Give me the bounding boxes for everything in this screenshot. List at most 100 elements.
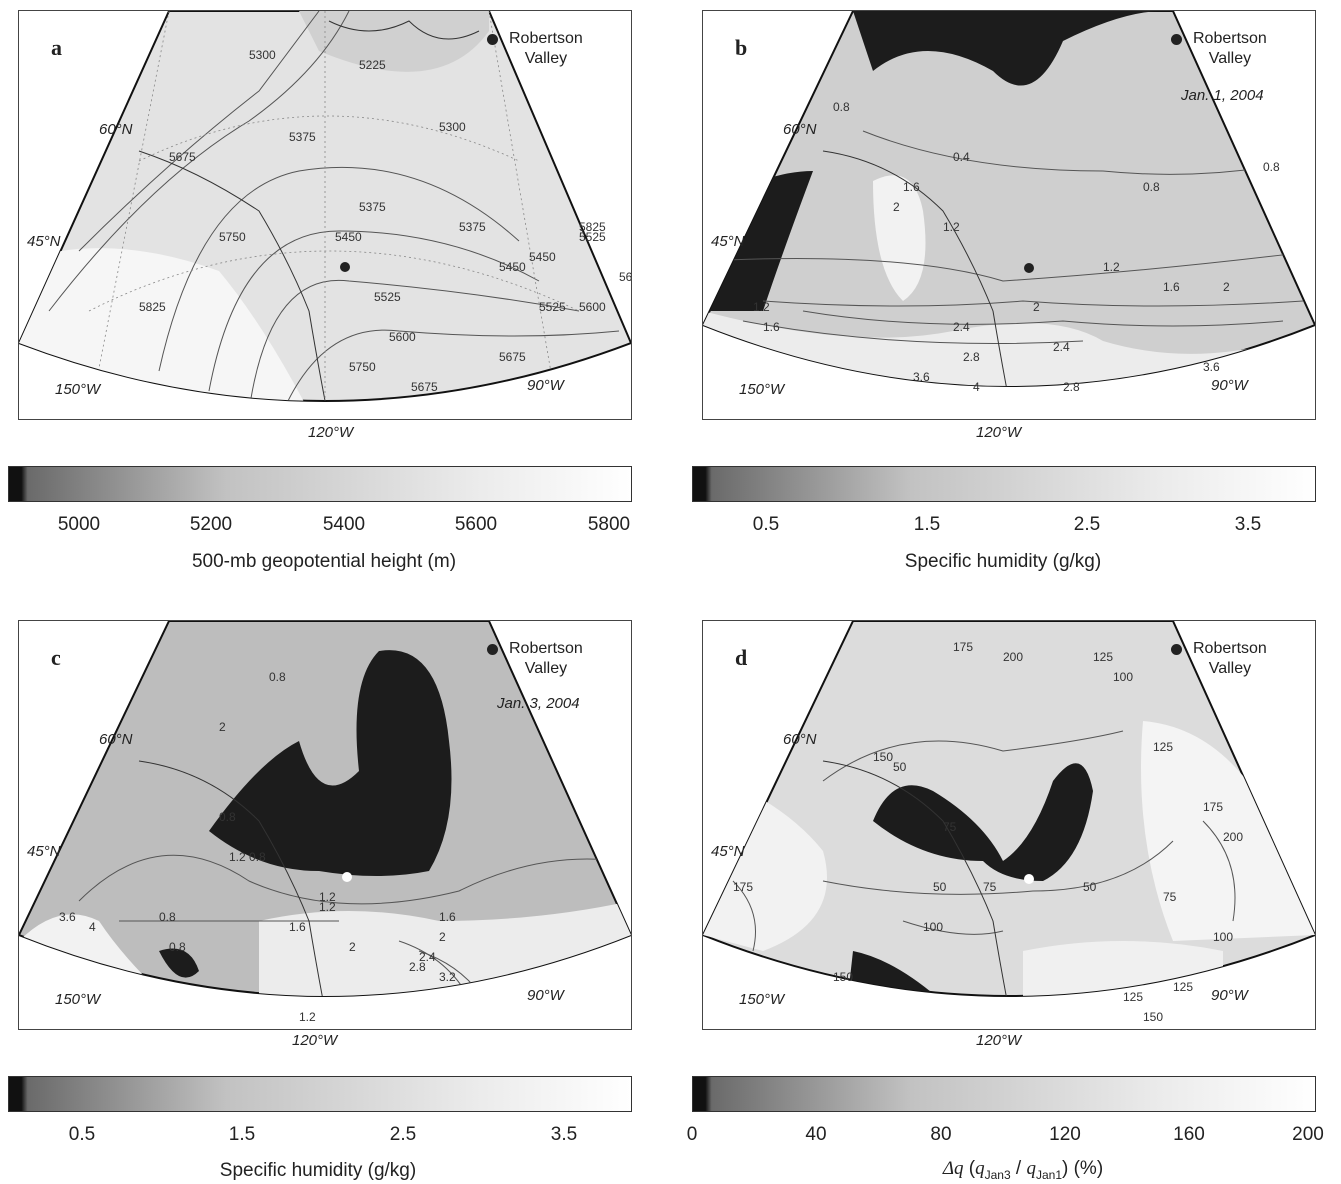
contour-label: 3.6 bbox=[1203, 360, 1220, 374]
colorbar-humidity-b bbox=[692, 466, 1316, 502]
contour-label: 125 bbox=[1123, 990, 1143, 1004]
humidity-contours bbox=[703, 130, 1315, 344]
contour-label: 5300 bbox=[439, 120, 466, 134]
contour-label: 2.4 bbox=[419, 950, 436, 964]
map-legend: Robertson Valley bbox=[1171, 29, 1267, 69]
title-symbol: Δq bbox=[942, 1158, 964, 1179]
colorbar-tick: 5600 bbox=[454, 514, 498, 535]
contour-label: 1.2 bbox=[319, 900, 336, 914]
humidity-contours bbox=[78, 854, 620, 996]
contour-label: 0.8 bbox=[159, 910, 176, 924]
map-legend: Robertson Valley bbox=[487, 29, 583, 69]
very-dry-region bbox=[159, 948, 199, 978]
map-legend: Robertson Valley bbox=[1171, 639, 1267, 679]
contour-label: 50 bbox=[893, 760, 907, 774]
legend-label-line2: Valley bbox=[1208, 660, 1252, 677]
contour-label: 5225 bbox=[359, 58, 386, 72]
lon-label-150w: 150°W bbox=[55, 381, 101, 398]
contour-label: 175 bbox=[733, 880, 753, 894]
contour-label: 125 bbox=[1153, 740, 1173, 754]
contour-label: 5450 bbox=[499, 260, 526, 274]
legend-label-line1: Robertson bbox=[1193, 640, 1267, 657]
coastlines bbox=[138, 20, 480, 401]
contour-label: 5375 bbox=[289, 130, 316, 144]
contour-label: 1.6 bbox=[763, 320, 780, 334]
contour-label: 5300 bbox=[249, 48, 276, 62]
legend-dot-icon bbox=[1171, 644, 1182, 655]
contour-label: 125 bbox=[1173, 980, 1193, 994]
colorbar-title: Δq (qJan3 / qJan1) (%) bbox=[942, 1158, 1104, 1182]
contour-label: 150 bbox=[873, 750, 893, 764]
contour-label: 3.6 bbox=[913, 370, 930, 384]
contour-label: 5750 bbox=[349, 360, 376, 374]
colorbar-tick: 5000 bbox=[57, 514, 101, 535]
contour-label: 2.4 bbox=[1053, 340, 1070, 354]
lat-label-60n: 60°N bbox=[99, 121, 133, 138]
contour-label: 100 bbox=[923, 920, 943, 934]
colorbar-tick: 120 bbox=[1049, 1124, 1081, 1145]
contour-label: 2.4 bbox=[953, 320, 970, 334]
contour-label: 5600 bbox=[579, 300, 606, 314]
contour-label: 5375 bbox=[359, 200, 386, 214]
contour-label: 150 bbox=[833, 970, 853, 984]
panel-letter: a bbox=[51, 35, 62, 60]
very-dry-region bbox=[209, 650, 452, 876]
map-legend: Robertson Valley bbox=[487, 639, 583, 679]
title-denominator: q bbox=[1026, 1158, 1036, 1179]
colorbar-tick: 160 bbox=[1173, 1124, 1205, 1145]
panel-letter: c bbox=[51, 645, 61, 670]
colorbar-tick: 2.5 bbox=[389, 1124, 417, 1145]
colorbar-title: Specific humidity (g/kg) bbox=[219, 1160, 417, 1181]
colorbar-tick: 3.5 bbox=[550, 1124, 578, 1145]
decrease-region bbox=[843, 951, 963, 996]
lat-label-60n: 60°N bbox=[99, 731, 133, 748]
contour-label: 5525 bbox=[374, 290, 401, 304]
colorbar-tick: 40 bbox=[805, 1124, 827, 1145]
coastlines bbox=[822, 760, 1014, 996]
map-panel-c: 2 0.8 0.8 1.2 0.8 1.2 1.6 2 2.4 2.8 3.2 0.8 1.2 1.6 2 1… bbox=[18, 620, 632, 1030]
robertson-valley-marker bbox=[1024, 874, 1034, 884]
contour-label: 2 bbox=[1223, 280, 1230, 294]
contour-label: 1.6 bbox=[903, 180, 920, 194]
contour-label: 5525 bbox=[539, 300, 566, 314]
panel-letter: b bbox=[735, 35, 748, 60]
contour-label: 2 bbox=[439, 930, 446, 944]
contour-label: 5675 bbox=[411, 380, 438, 394]
contour-label: 1.6 bbox=[1163, 280, 1180, 294]
map-panel-a: 5225 5300 5375 5450 5525 5600 5675 5750 5825 5300… bbox=[18, 10, 632, 420]
contour-label: 1.2 bbox=[943, 220, 960, 234]
low-height-region bbox=[299, 11, 489, 72]
lat-label-60n: 60°N bbox=[783, 121, 817, 138]
contour-label: 1.2 bbox=[319, 890, 336, 904]
contour-label: 125 bbox=[1093, 650, 1113, 664]
legend-label-line1: Robertson bbox=[1193, 30, 1267, 47]
contour-label: 150 bbox=[1143, 1010, 1163, 1024]
decrease-region bbox=[873, 763, 1093, 881]
legend-label-line2: Valley bbox=[524, 660, 568, 677]
lon-label-120w-b: 120°W bbox=[976, 424, 1022, 441]
colorbar-tick: 200 bbox=[1292, 1124, 1324, 1145]
moist-region bbox=[703, 311, 1315, 386]
contour-label: 1.6 bbox=[289, 920, 306, 934]
robertson-valley-marker bbox=[1024, 263, 1034, 273]
legend-dot-icon bbox=[1171, 34, 1182, 45]
colorbar-tick: 0.5 bbox=[752, 514, 780, 535]
contour-label: 50 bbox=[1083, 880, 1097, 894]
lon-label-120w-c: 120°W bbox=[292, 1032, 338, 1049]
colorbar-tick: 3.5 bbox=[1234, 514, 1262, 535]
contour-label: 1.2 bbox=[229, 850, 246, 864]
contour-label: 0.8 bbox=[1143, 180, 1160, 194]
lon-label-90w: 90°W bbox=[1211, 987, 1248, 1004]
coastlines bbox=[822, 150, 1014, 386]
lat-label-45n: 45°N bbox=[27, 233, 61, 250]
date-label: Jan. 1, 2004 bbox=[1181, 87, 1264, 104]
legend-label-line2: Valley bbox=[1208, 50, 1252, 67]
robertson-valley-marker bbox=[340, 262, 350, 272]
title-unit: (%) bbox=[1073, 1158, 1104, 1179]
colorbar-tick: 80 bbox=[930, 1124, 952, 1145]
legend-label-line1: Robertson bbox=[509, 30, 583, 47]
contour-label: 100 bbox=[1113, 670, 1133, 684]
contour-label: 200 bbox=[1003, 650, 1023, 664]
contour-label: 0.8 bbox=[169, 940, 186, 954]
contour-label: 5450 bbox=[529, 250, 556, 264]
